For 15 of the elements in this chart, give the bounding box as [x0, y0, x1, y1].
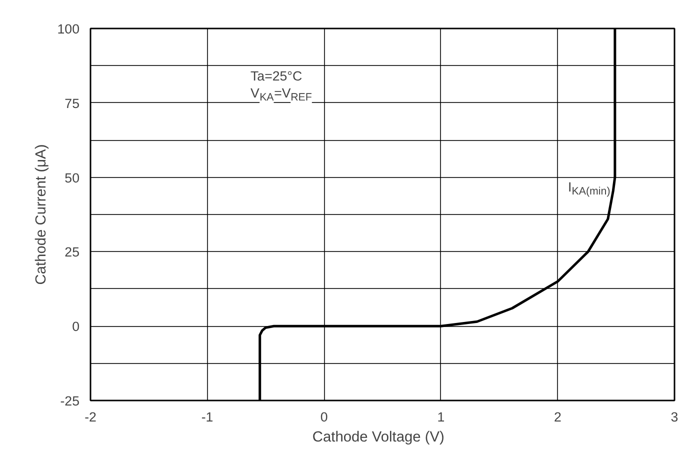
x-axis-title: Cathode Voltage (V): [312, 430, 444, 446]
x-tick-label: 2: [554, 410, 562, 424]
y-tick-label: -25: [60, 394, 80, 408]
y-tick-label: 75: [64, 96, 80, 111]
y-tick-label: 50: [64, 170, 80, 186]
x-tick-label: 1: [437, 410, 445, 424]
annotation: Ta=25°C: [250, 68, 303, 84]
y-tick-label: 100: [57, 22, 80, 36]
x-tick-label: -2: [84, 410, 96, 424]
y-axis-title: Cathode Current (μA): [33, 144, 50, 285]
x-tick-label: 3: [670, 410, 678, 424]
y-tick-label: 25: [64, 244, 80, 260]
y-tick-label: 0: [72, 319, 80, 334]
x-tick-label: -1: [201, 410, 214, 424]
x-tick-label: 0: [320, 410, 328, 424]
